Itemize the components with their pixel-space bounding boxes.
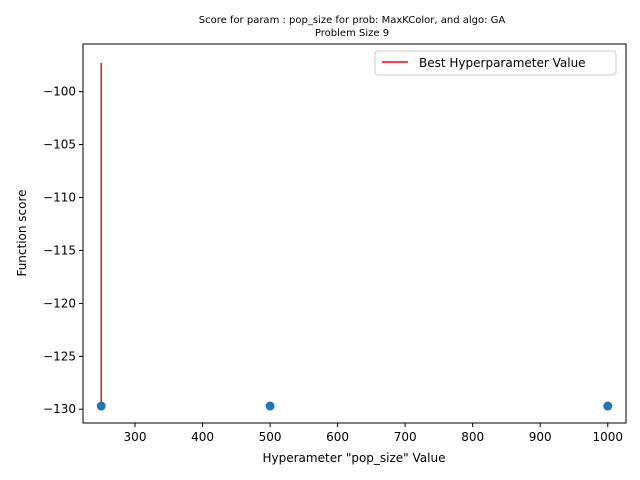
x-tick-label: 400: [191, 430, 214, 444]
x-tick-label: 300: [124, 430, 147, 444]
y-tick-label: −100: [43, 85, 76, 99]
x-tick-label: 900: [529, 430, 552, 444]
x-axis-ticks: 300 400 500 600 700 800 900 1000: [124, 423, 623, 444]
y-axis-ticks: −100 −105 −110 −115 −120 −125 −130: [43, 85, 83, 416]
x-tick-label: 500: [259, 430, 282, 444]
plot-marks: [96, 63, 613, 411]
plot-frame: [82, 43, 627, 424]
data-point-1: [96, 401, 106, 411]
data-point-3: [603, 401, 613, 411]
y-tick-label: −110: [43, 191, 76, 205]
y-tick-label: −115: [43, 243, 76, 257]
y-axis-label: Function score: [15, 189, 29, 276]
y-tick-label: −130: [43, 402, 76, 416]
x-tick-label: 1000: [592, 430, 623, 444]
x-tick-label: 700: [394, 430, 417, 444]
y-tick-label: −125: [43, 349, 76, 363]
y-tick-label: −120: [43, 296, 76, 310]
x-tick-label: 600: [326, 430, 349, 444]
x-axis-label: Hyperameter "pop_size" Value: [263, 451, 446, 465]
legend-box: [374, 50, 617, 76]
legend-label: Best Hyperparameter Value: [419, 56, 586, 70]
legend: Best Hyperparameter Value: [374, 50, 617, 76]
chart-title: Score for param : pop_size for prob: Max…: [199, 15, 506, 26]
x-tick-label: 800: [461, 430, 484, 444]
chart-subtitle: Problem Size 9: [315, 28, 389, 39]
data-point-2: [265, 401, 275, 411]
y-tick-label: −105: [43, 138, 76, 152]
